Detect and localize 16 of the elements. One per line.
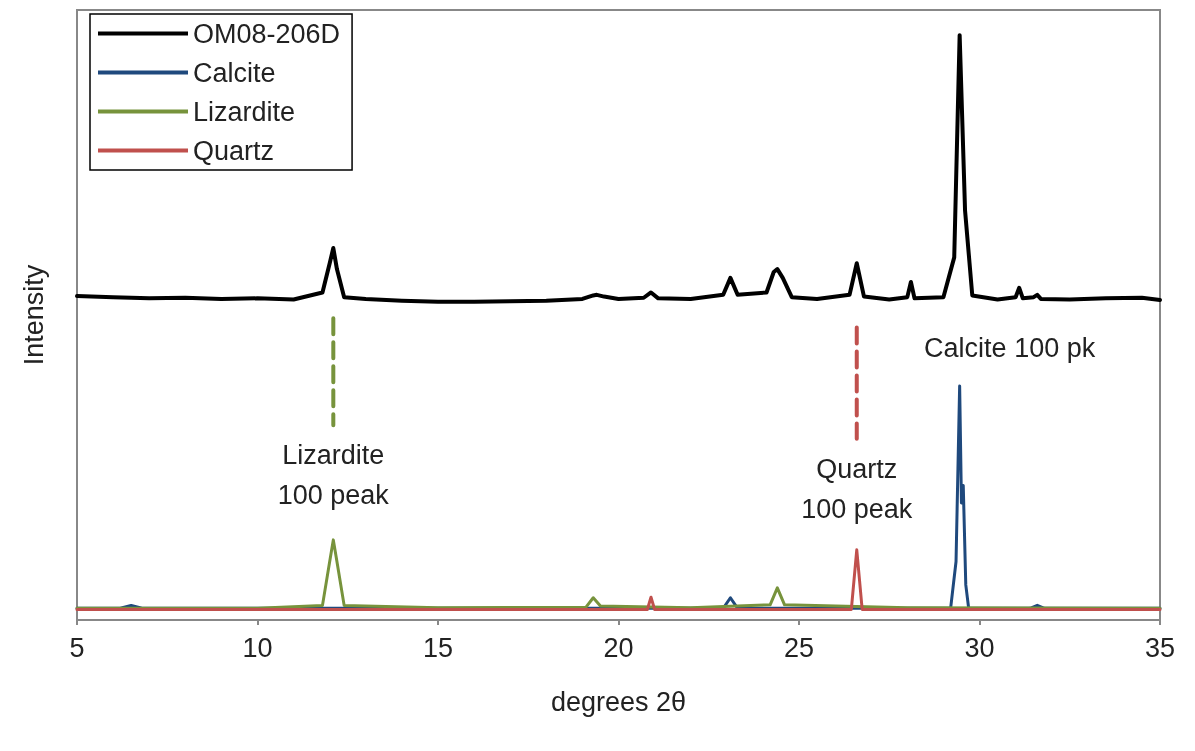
legend-label: OM08-206D [193, 18, 341, 49]
legend-label: Calcite [193, 57, 276, 88]
x-tick-label: 35 [1144, 632, 1176, 663]
x-axis-title: degrees 2θ [550, 686, 687, 717]
x-tick-label: 20 [603, 632, 634, 663]
x-tick-label: 30 [964, 632, 995, 663]
x-tick-label: 15 [422, 632, 454, 663]
x-tick-label: 25 [783, 632, 815, 663]
x-tick-label: 5 [69, 632, 85, 663]
legend-label: Lizardite [193, 96, 296, 127]
y-axis-title: Intensity [18, 264, 49, 366]
annotation: Lizardite 100 peak [277, 440, 390, 511]
annotation: Calcite 100 pk [924, 333, 1096, 364]
x-tick-label: 10 [242, 632, 273, 663]
legend-label: Quartz [193, 135, 275, 166]
annotation: Quartz 100 peak [801, 453, 913, 524]
